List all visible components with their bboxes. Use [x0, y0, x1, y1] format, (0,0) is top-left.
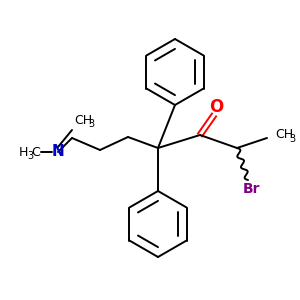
Text: H: H [18, 146, 28, 158]
Text: 3: 3 [88, 119, 94, 129]
Text: 3: 3 [27, 151, 33, 161]
Text: O: O [209, 98, 223, 116]
Text: CH: CH [275, 128, 293, 142]
Text: CH: CH [74, 113, 92, 127]
Text: C: C [32, 146, 40, 158]
Text: Br: Br [243, 182, 261, 196]
Text: 3: 3 [289, 134, 295, 144]
Text: N: N [52, 145, 64, 160]
